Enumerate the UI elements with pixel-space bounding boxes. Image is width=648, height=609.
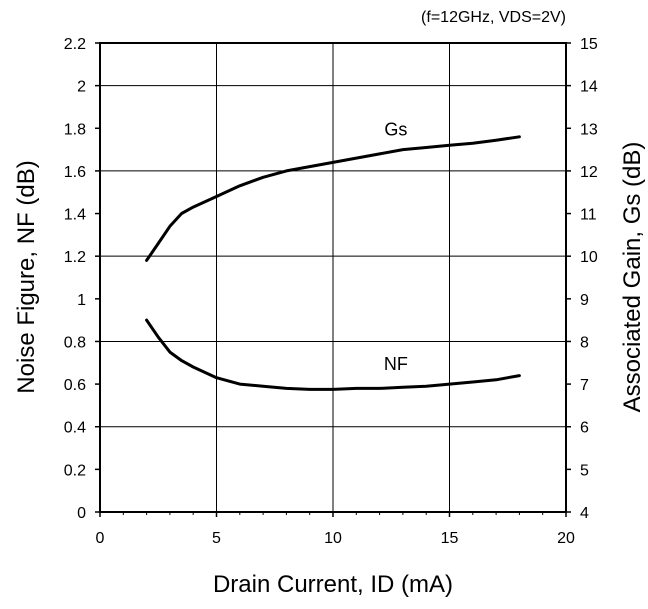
x-tick-label: 20	[557, 530, 575, 547]
series-line-gs	[145, 135, 521, 262]
y-left-tick-label: 2	[77, 79, 86, 96]
series-group	[145, 135, 521, 391]
y-left-tick-label: 0.8	[64, 334, 86, 351]
x-tick-label: 10	[324, 530, 342, 547]
series-label-nf: NF	[384, 354, 408, 374]
x-axis-label: Drain Current, ID (mA)	[213, 571, 453, 598]
tick-marks	[95, 42, 571, 517]
y-left-tick-label: 2.2	[64, 36, 86, 53]
y-left-tick-label: 0.2	[64, 462, 86, 479]
y-left-tick-label: 1.8	[64, 121, 86, 138]
series-line-nf	[145, 318, 521, 391]
tick-labels: 0 5 10 15 20 0 0.2 0.4 0.6 0.8 1 1.2 1.4 1.6 1.8 2 2.2 4 5…	[64, 36, 598, 547]
grid-lines	[100, 43, 566, 512]
y-right-tick-label: 7	[580, 377, 589, 394]
y-right-tick-label: 8	[580, 334, 589, 351]
series-labels: Gs NF	[384, 119, 408, 374]
y-axis-left-label: Noise Figure, NF (dB)	[13, 160, 40, 393]
annotation-conditions: (f=12GHz, VDS=2V)	[421, 9, 566, 26]
x-tick-label: 0	[96, 530, 105, 547]
y-left-tick-label: 1	[77, 292, 86, 309]
y-right-tick-label: 9	[580, 292, 589, 309]
x-tick-label: 15	[441, 530, 459, 547]
y-axis-right-label: Associated Gain, Gs (dB)	[619, 142, 646, 413]
y-left-tick-label: 1.6	[64, 164, 86, 181]
y-right-tick-label: 12	[580, 164, 598, 181]
y-left-tick-label: 1.4	[64, 207, 86, 224]
y-right-tick-label: 10	[580, 249, 598, 266]
y-right-tick-label: 15	[580, 36, 598, 53]
y-right-tick-label: 11	[580, 207, 597, 224]
y-right-tick-label: 13	[580, 121, 598, 138]
y-left-tick-label: 0	[77, 505, 86, 522]
y-left-tick-label: 0.6	[64, 377, 86, 394]
y-left-tick-label: 0.4	[64, 420, 86, 437]
y-right-tick-label: 4	[580, 505, 589, 522]
y-right-tick-label: 14	[580, 79, 598, 96]
x-tick-label: 5	[212, 530, 221, 547]
series-label-gs: Gs	[384, 119, 407, 139]
y-right-tick-label: 6	[580, 420, 589, 437]
y-left-tick-label: 1.2	[64, 249, 86, 266]
y-right-tick-label: 5	[580, 462, 589, 479]
